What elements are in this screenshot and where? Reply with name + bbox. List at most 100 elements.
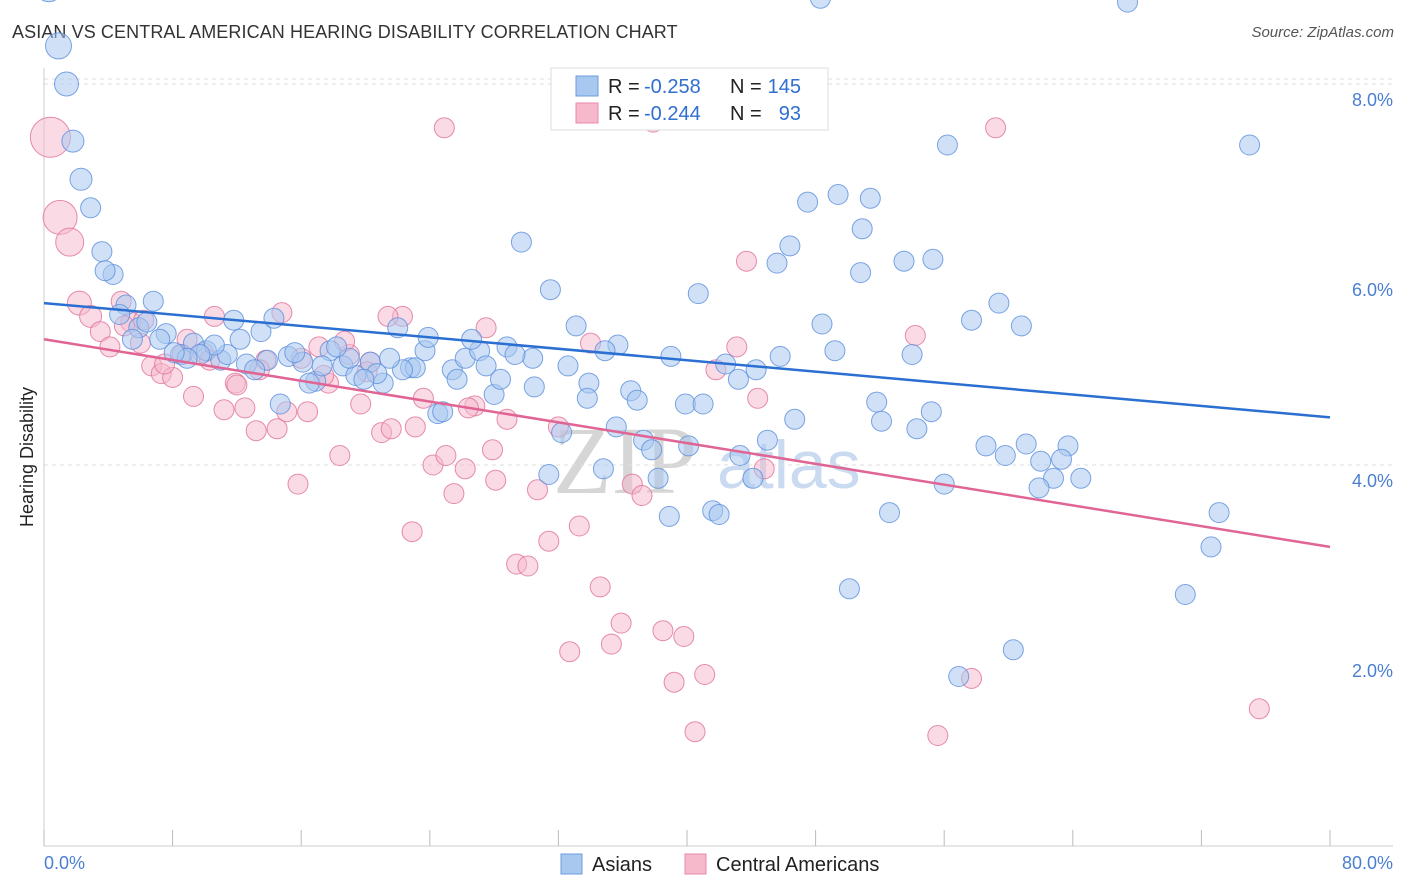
point-asians [475,355,497,377]
point-central-americans [684,721,706,743]
point-asians [326,336,348,358]
point-central-americans [401,521,423,543]
point-asians [284,342,306,364]
x-tick-label-min: 0.0% [44,853,85,873]
point-asians [687,283,709,305]
point-asians [810,0,831,9]
legend-r-value: -0.244 [644,103,701,125]
point-central-americans [350,393,372,415]
point-central-americans [600,633,622,655]
point-asians [729,445,751,466]
point-asians [54,71,79,97]
point-central-americans [454,458,476,480]
point-asians [576,387,598,409]
legend-n-label: N = [730,103,762,125]
point-asians [510,231,532,253]
point-asians [45,32,72,60]
point-asians [756,429,778,451]
point-asians [901,344,923,365]
point-asians [163,342,185,364]
point-central-americans [234,397,256,419]
point-asians [592,458,614,480]
point-asians [975,435,997,457]
point-central-americans [610,612,632,634]
point-asians [866,391,888,413]
point-asians [91,241,113,263]
point-central-americans [538,530,560,552]
point-asians [797,191,819,213]
point-asians [539,279,561,301]
point-asians [811,313,833,335]
point-asians [1117,0,1138,13]
trend-line-asians [43,301,1331,419]
point-asians [353,368,375,390]
point-asians [961,309,982,331]
point-asians [678,435,700,457]
point-central-americans [985,117,1007,139]
point-asians [523,376,545,398]
point-asians [136,311,158,333]
point-asians [1010,315,1032,337]
point-central-americans [559,641,581,663]
point-asians [557,355,579,377]
point-asians [1028,477,1050,499]
y-tick-label: 8.0% [1352,90,1393,110]
point-central-americans [380,418,402,440]
point-asians [626,389,648,411]
point-central-americans [485,469,507,491]
point-central-americans [435,445,457,466]
point-central-americans [266,418,288,440]
point-central-americans [245,420,267,442]
point-central-americans [589,576,611,598]
point-asians [504,344,526,365]
point-asians [879,502,900,524]
point-asians [742,467,764,489]
point-asians [859,187,881,209]
point-asians [948,666,970,687]
point-asians [647,467,669,489]
point-asians [708,504,730,525]
point-asians [203,334,225,356]
point-central-americans [527,479,548,501]
point-asians [850,262,872,284]
point-asians [121,328,143,350]
point-asians [1200,536,1222,558]
point-central-americans [631,485,653,506]
point-asians [922,248,944,270]
bottom-legend-swatch-central-americans [684,853,707,875]
point-central-americans [927,725,949,746]
legend-r-label: R = [608,103,640,125]
legend-swatch-central-americans [575,102,599,124]
point-central-americans [89,321,111,343]
point-asians [1015,433,1037,455]
y-tick-label: 2.0% [1352,661,1393,681]
point-asians [827,184,849,205]
point-central-americans [904,325,926,346]
point-asians [1174,584,1196,605]
trend-line-central-americans [43,338,1331,549]
point-asians [311,355,333,377]
bottom-legend-label-central-americans: Central Americans [716,854,879,876]
point-asians [769,345,791,367]
point-asians [1051,448,1072,470]
point-asians [551,422,573,444]
point-central-americans [1248,698,1270,720]
point-central-americans [287,473,309,495]
point-asians [490,368,511,390]
point-asians [1030,450,1052,472]
y-tick-labels: 8.0% 6.0% 4.0% 2.0% [1352,90,1393,681]
point-central-americans [475,317,497,339]
point-asians [674,393,696,415]
point-central-americans [183,385,204,407]
point-central-americans [694,664,716,685]
point-asians [69,167,93,191]
point-asians [871,410,892,432]
legend-n-value: 145 [768,76,801,98]
chart-title: ASIAN VS CENTRAL AMERICAN HEARING DISABI… [12,22,678,42]
point-asians [538,464,560,485]
y-axis-title: Hearing Disability [17,387,37,527]
point-asians [824,340,846,362]
point-central-americans [726,336,748,358]
point-central-americans [663,671,685,693]
legend-r-value: -0.258 [644,76,701,98]
